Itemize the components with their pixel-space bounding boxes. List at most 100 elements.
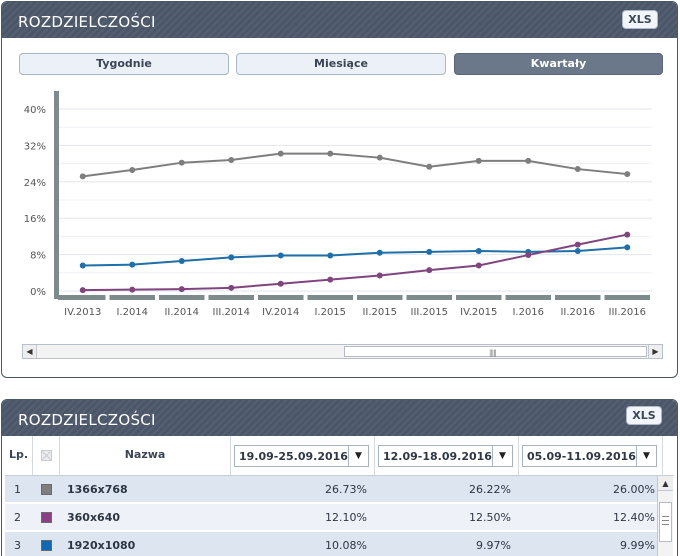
x-tick-label: II.2016: [560, 307, 595, 318]
chart-area: Tygodnie Miesiące Kwartały 0% 8% 16% 24% 32%…: [5, 38, 674, 374]
row-value: 26.22%: [469, 483, 511, 496]
tab-weekly[interactable]: Tygodnie: [19, 53, 229, 75]
x-axis-segment: [258, 295, 304, 300]
y-tick-label: 32%: [24, 141, 46, 152]
table-vertical-scrollbar[interactable]: ▲: [657, 476, 673, 556]
dropdown-arrow-icon: ▼: [636, 446, 656, 466]
row-value: 26.00%: [613, 483, 655, 496]
row-number: 3: [14, 539, 21, 552]
tab-quarterly[interactable]: Kwartały: [454, 53, 663, 75]
week-select-3-value: 05.09-11.09.2016: [527, 450, 636, 463]
tab-monthly[interactable]: Miesiące: [236, 53, 446, 75]
series-point: [277, 150, 284, 157]
row-name: 1366x768: [67, 483, 128, 496]
y-tick-label: 40%: [24, 105, 46, 116]
series-point: [228, 156, 235, 163]
checkbox-icon: [41, 450, 52, 461]
week-column-2: 12.09-18.09.2016 ▼: [375, 436, 519, 475]
week-select-1[interactable]: 19.09-25.09.2016 ▼: [234, 445, 369, 467]
chart-horizontal-scrollbar[interactable]: ◀ ||||| ▶: [22, 344, 663, 359]
resolution-line-chart: 0% 8% 16% 24% 32% 40% IV.2013 I.2014 II.2014 III.…: [24, 91, 652, 318]
top-panel-header: ROZDZIELCZOŚCI XLS: [2, 2, 677, 38]
color-square-icon: [41, 540, 52, 551]
row-value: 9.99%: [620, 539, 655, 552]
y-tick-label: 24%: [24, 178, 46, 189]
scroll-left-arrow-icon[interactable]: ◀: [23, 345, 37, 358]
series-point: [475, 247, 482, 254]
bottom-panel-header: ROZDZIELCZOŚCI XLS: [2, 400, 677, 436]
row-name: 1920x1080: [67, 539, 136, 552]
table-row[interactable]: 3 1920x1080 10.08% 9.97% 9.99%: [5, 532, 657, 556]
x-tick-label: II.2015: [362, 307, 397, 318]
y-tick-label: 8%: [30, 251, 46, 262]
row-value: 12.10%: [325, 511, 367, 524]
week-column-1: 19.09-25.09.2016 ▼: [231, 436, 375, 475]
series-point: [376, 272, 383, 279]
series-point: [79, 173, 86, 180]
x-tick-label: IV.2015: [460, 307, 497, 318]
scroll-right-arrow-icon[interactable]: ▶: [648, 345, 662, 358]
series-point: [475, 262, 482, 269]
bottom-xls-export-button[interactable]: XLS: [626, 406, 662, 425]
series-point: [228, 284, 235, 291]
row-number: 1: [14, 483, 21, 496]
week-select-2[interactable]: 12.09-18.09.2016 ▼: [378, 445, 513, 467]
x-axis-segment: [555, 295, 601, 300]
series-point: [525, 252, 532, 259]
x-axis-segment: [357, 295, 403, 300]
x-tick-label: III.2015: [411, 307, 448, 318]
series-point: [574, 247, 581, 254]
table-header: Lp. Nazwa 19.09-25.09.2016 ▼ 12.09-18.09…: [5, 436, 674, 476]
color-square-icon: [41, 512, 52, 523]
scrollbar-thumb[interactable]: |||||: [344, 346, 647, 357]
series-point: [426, 248, 433, 255]
row-value: 26.73%: [325, 483, 367, 496]
row-value: 12.40%: [613, 511, 655, 524]
x-tick-label: IV.2014: [262, 307, 299, 318]
column-header-name: Nazwa: [60, 436, 231, 475]
series-point: [277, 280, 284, 287]
series-point: [574, 241, 581, 248]
top-xls-export-button[interactable]: XLS: [622, 10, 658, 29]
series-point: [178, 159, 185, 166]
series-point: [376, 154, 383, 161]
scroll-up-arrow-icon[interactable]: ▲: [658, 476, 673, 491]
bottom-panel-title: ROZDZIELCZOŚCI: [18, 411, 156, 429]
y-tick-label: 16%: [24, 214, 46, 225]
x-axis-segment: [58, 295, 106, 300]
x-axis-segment: [109, 295, 155, 300]
series-point: [426, 163, 433, 170]
table-row[interactable]: 1 1366x768 26.73% 26.22% 26.00%: [5, 476, 657, 503]
series-point: [624, 171, 631, 178]
table-row[interactable]: 2 360x640 12.10% 12.50% 12.40%: [5, 504, 657, 531]
week-select-3[interactable]: 05.09-11.09.2016 ▼: [522, 445, 657, 467]
series-line-3: [82, 233, 628, 292]
series-point: [327, 150, 334, 157]
row-color-swatch: [33, 476, 60, 503]
color-square-icon: [41, 484, 52, 495]
week-select-1-value: 19.09-25.09.2016: [239, 450, 348, 463]
row-color-swatch: [33, 532, 60, 556]
x-axis-segment: [604, 295, 650, 300]
series-point: [624, 231, 631, 238]
series-point: [178, 257, 185, 264]
series-point: [327, 276, 334, 283]
vertical-scrollbar-thumb[interactable]: [659, 502, 672, 542]
series-point: [525, 157, 532, 164]
row-value: 10.08%: [325, 539, 367, 552]
x-tick-label: I.2016: [512, 307, 544, 318]
top-panel-title: ROZDZIELCZOŚCI: [18, 13, 156, 31]
select-all-checkbox[interactable]: [33, 436, 60, 475]
x-tick-label: IV.2013: [64, 307, 101, 318]
dropdown-arrow-icon: ▼: [492, 446, 512, 466]
series-point: [574, 166, 581, 173]
x-axis-segment: [159, 295, 205, 300]
series-line-2: [82, 246, 628, 267]
x-axis-segment: [505, 295, 551, 300]
top-panel: ROZDZIELCZOŚCI XLS Tygodnie Miesiące Kwa…: [1, 1, 678, 378]
x-tick-label: II.2014: [164, 307, 199, 318]
series-point: [624, 244, 631, 251]
x-tick-label: I.2014: [116, 307, 148, 318]
x-axis-segment: [456, 295, 502, 300]
row-value: 9.97%: [476, 539, 511, 552]
